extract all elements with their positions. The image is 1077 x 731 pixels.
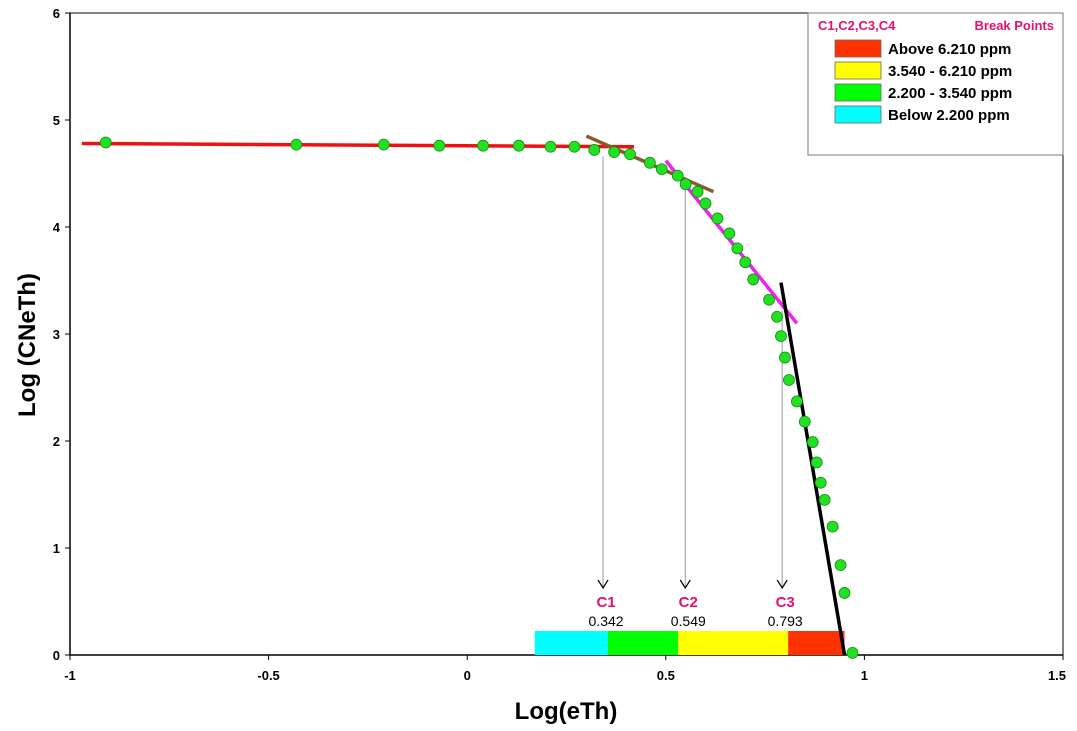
data-point <box>826 520 839 533</box>
data-point <box>775 330 787 343</box>
fit-lines <box>81 134 847 656</box>
x-tick-label: 1 <box>861 668 868 683</box>
color-bar <box>534 631 845 655</box>
data-point <box>512 139 525 152</box>
data-point <box>818 493 831 506</box>
legend-label: 3.540 - 6.210 ppm <box>888 63 1012 80</box>
data-points <box>99 136 859 659</box>
break-point-connectors <box>597 156 788 590</box>
break-point-name: C3 <box>776 594 795 611</box>
break-point-value: 0.342 <box>589 613 624 629</box>
y-tick-label: 5 <box>53 113 60 128</box>
data-point <box>834 559 847 572</box>
y-tick-label: 0 <box>53 648 60 663</box>
break-point-labels: C1 0.342 C2 0.549 C3 0.793 <box>589 594 803 629</box>
x-tick-label: -0.5 <box>257 668 279 683</box>
data-point <box>699 197 712 210</box>
color-bar-segment <box>788 631 845 655</box>
break-point-arrow <box>679 579 691 590</box>
legend-label: Above 6.210 ppm <box>888 41 1011 58</box>
x-tick-label: 0.5 <box>657 668 675 683</box>
legend-entries: Above 6.210 ppm 3.540 - 6.210 ppm 2.200 - … <box>834 39 1012 124</box>
legend-title-right: Break Points <box>975 18 1054 33</box>
break-point-value: 0.793 <box>768 613 803 629</box>
legend-label: Below 2.200 ppm <box>888 107 1010 124</box>
data-point <box>290 138 303 151</box>
data-point <box>477 139 489 152</box>
legend-swatch <box>834 105 882 124</box>
legend-swatch <box>834 83 882 102</box>
x-tick-label: -1 <box>64 668 76 683</box>
data-point <box>723 227 736 240</box>
data-point <box>771 310 783 323</box>
data-point <box>763 293 775 306</box>
data-point <box>739 256 752 269</box>
data-point <box>99 136 112 149</box>
data-point <box>624 148 636 161</box>
data-point <box>783 374 795 386</box>
data-point <box>790 395 803 408</box>
color-bar-segment <box>607 631 679 655</box>
break-point-name: C2 <box>679 594 698 611</box>
data-point <box>588 144 601 156</box>
data-point <box>433 139 446 152</box>
data-point <box>568 140 581 153</box>
data-point <box>779 351 791 364</box>
data-point <box>691 185 704 198</box>
break-point-name: C1 <box>596 594 615 611</box>
data-point <box>544 140 557 153</box>
x-ticks: -1 -0.5 0 0.5 1 1.5 <box>64 655 1066 683</box>
data-point <box>731 242 744 255</box>
y-ticks: 0 1 2 3 4 5 6 <box>53 6 70 663</box>
x-axis-title: Log(eTh) <box>515 698 618 725</box>
y-tick-label: 3 <box>53 327 60 342</box>
color-bar-segment <box>534 631 608 655</box>
legend-title-left: C1,C2,C3,C4 <box>818 18 896 33</box>
data-point <box>814 476 827 489</box>
color-bar-segment <box>678 631 789 655</box>
legend: C1,C2,C3,C4 Break Points Above 6.210 ppm… <box>807 12 1064 156</box>
y-tick-label: 1 <box>53 541 60 556</box>
data-point <box>644 156 656 169</box>
data-point <box>806 436 819 448</box>
data-point <box>679 178 692 191</box>
y-axis-title: Log (CNeTh) <box>14 273 41 417</box>
legend-swatch <box>834 61 882 80</box>
data-point <box>671 169 684 182</box>
fit-line <box>779 282 847 656</box>
data-point <box>377 138 390 151</box>
fit-line <box>81 141 635 149</box>
data-point <box>747 273 760 286</box>
data-point <box>711 212 724 225</box>
break-point-arrow <box>597 579 609 590</box>
legend-label: 2.200 - 3.540 ppm <box>888 85 1012 102</box>
x-tick-label: 0 <box>464 668 471 683</box>
y-tick-label: 2 <box>53 434 60 449</box>
data-point <box>655 163 668 176</box>
y-tick-label: 4 <box>53 220 61 235</box>
break-point-value: 0.549 <box>671 613 706 629</box>
data-point <box>798 415 811 428</box>
break-point-arrow <box>776 579 788 590</box>
x-tick-label: 1.5 <box>1048 668 1066 683</box>
data-point <box>838 587 851 599</box>
data-point <box>608 146 621 159</box>
legend-swatch <box>834 39 882 58</box>
data-point <box>810 456 823 469</box>
data-point <box>846 646 859 659</box>
y-tick-label: 6 <box>53 6 60 21</box>
